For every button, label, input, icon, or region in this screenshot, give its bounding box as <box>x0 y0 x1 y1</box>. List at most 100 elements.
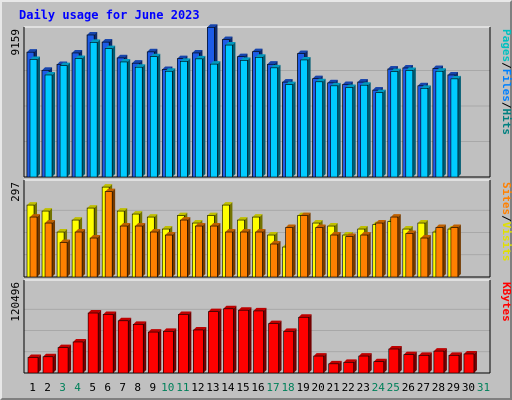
x-tick-label: 4 <box>74 381 81 394</box>
bar-visits-top <box>207 212 218 216</box>
bar-files-top <box>222 36 233 40</box>
bar-pages-top <box>135 64 146 68</box>
bar-pages <box>435 70 444 178</box>
bar-kbytes-top <box>373 358 387 362</box>
bar-pages <box>315 81 323 178</box>
bar-sites <box>390 216 399 278</box>
bar-sites-top <box>405 230 416 234</box>
bar-kbytes <box>72 341 84 374</box>
x-tick-label: 15 <box>236 381 249 394</box>
bar-pages-top <box>165 68 176 72</box>
bar-kbytes <box>268 323 279 374</box>
bar-files-top <box>372 87 383 91</box>
bar-sites <box>180 219 188 278</box>
bar-kbytes-top <box>328 360 342 364</box>
bar-sites <box>195 225 203 278</box>
bar-sites-top <box>300 212 311 216</box>
bar-files-top <box>342 81 353 85</box>
bar-kbytes-top <box>163 328 177 332</box>
series-kbytes <box>27 305 477 374</box>
bar-sites-top <box>255 229 266 233</box>
bar-files-top <box>132 60 143 64</box>
bar-pages-top <box>60 62 71 66</box>
bar-kbytes <box>388 348 400 374</box>
bar-kbytes <box>27 357 39 374</box>
y-max-label-middle: 297 <box>9 182 22 202</box>
bar-kbytes <box>162 331 174 374</box>
bar-visits-top <box>327 223 338 227</box>
bar-pages-side <box>97 39 101 177</box>
bar-sites <box>435 227 444 278</box>
x-tick-label: 30 <box>462 381 475 394</box>
x-tick-label: 25 <box>387 381 400 394</box>
x-tick-label: 14 <box>221 381 235 394</box>
bar-kbytes <box>313 355 324 374</box>
x-tick-label: 10 <box>161 381 174 394</box>
bar-pages-top <box>150 53 161 57</box>
bar-pages-top <box>105 45 116 49</box>
bar-kbytes-top <box>298 314 312 318</box>
bar-kbytes <box>102 314 114 374</box>
bar-sites-top <box>60 239 71 243</box>
bar-kbytes <box>283 331 294 374</box>
bar-kbytes <box>328 363 339 374</box>
bar-files-top <box>207 24 218 28</box>
x-tick-label: 20 <box>312 381 325 394</box>
bar-sites-side <box>442 224 446 277</box>
bar-pages-side <box>82 55 86 178</box>
bar-pages-top <box>195 55 206 59</box>
bar-files-top <box>252 48 263 52</box>
bar-kbytes-top <box>433 348 447 352</box>
x-tick-label: 11 <box>176 381 189 394</box>
bar-pages-top <box>255 54 266 58</box>
bar-pages <box>255 57 263 178</box>
legend-entry: Sites <box>500 182 512 215</box>
bar-kbytes-top <box>28 354 41 358</box>
bar-pages-top <box>300 56 311 60</box>
bar-sites-side <box>157 229 161 277</box>
bar-pages-side <box>127 58 131 177</box>
bar-pages <box>225 44 233 178</box>
bar-kbytes-side <box>278 320 282 373</box>
bar-pages <box>180 61 188 178</box>
bar-sites <box>285 227 293 278</box>
bar-files-top <box>237 53 248 57</box>
bar-files-top <box>87 32 98 35</box>
bar-pages <box>405 70 414 178</box>
bar-kbytes-side <box>368 353 372 373</box>
bar-sites-side <box>397 214 401 277</box>
bar-visits-top <box>177 212 188 216</box>
bar-visits-top <box>402 226 413 230</box>
bar-sites-top <box>90 235 101 239</box>
bar-sites-side <box>382 220 386 277</box>
bar-kbytes <box>463 353 475 374</box>
legend-entry: Visits <box>500 222 512 262</box>
bar-sites-top <box>375 220 386 224</box>
bar-visits-top <box>312 220 323 224</box>
bar-kbytes-top <box>178 311 192 315</box>
bar-kbytes-side <box>473 350 477 373</box>
bar-files-top <box>447 71 458 75</box>
x-tick-label: 29 <box>447 381 460 394</box>
bar-sites-top <box>240 229 251 233</box>
bar-sites-top <box>270 241 281 245</box>
bar-sites <box>44 222 53 278</box>
bar-visits-top <box>57 229 68 233</box>
bar-sites-side <box>292 224 296 277</box>
bar-sites-top <box>165 232 176 236</box>
bar-sites <box>270 243 278 278</box>
bar-kbytes-side <box>443 348 447 373</box>
bar-kbytes-top <box>403 351 417 355</box>
bar-kbytes-side <box>338 360 342 373</box>
bar-pages-side <box>247 57 251 177</box>
bar-kbytes-side <box>398 346 402 373</box>
bar-kbytes-top <box>268 320 282 324</box>
x-tick-label: 2 <box>44 381 51 394</box>
bar-pages-side <box>367 82 371 177</box>
bar-pages-top <box>270 64 281 68</box>
bar-pages-top <box>210 61 221 65</box>
bar-kbytes-top <box>103 311 117 315</box>
legend-entry: / <box>500 215 512 222</box>
bar-pages-side <box>262 54 266 178</box>
